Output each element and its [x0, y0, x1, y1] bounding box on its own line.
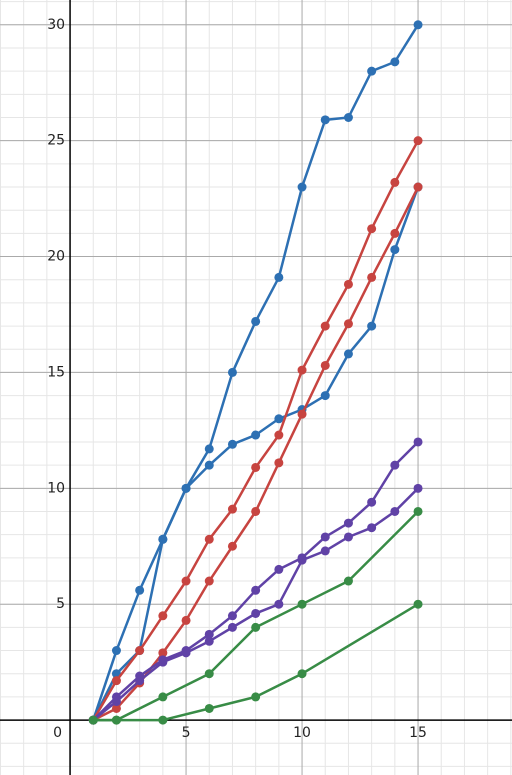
point [274, 564, 284, 574]
y-tick-label: 15 [47, 364, 65, 380]
point [297, 365, 307, 375]
x-tick-label: 15 [409, 725, 427, 741]
y-tick-label: 25 [47, 133, 65, 149]
point [297, 555, 307, 565]
point [343, 113, 353, 123]
point [204, 669, 214, 679]
point [390, 228, 400, 238]
y-tick-label: 20 [47, 249, 65, 265]
point [274, 599, 284, 609]
x-tick-label: 10 [293, 725, 311, 741]
point [320, 360, 330, 370]
point [413, 599, 423, 609]
point [320, 532, 330, 542]
point [204, 636, 214, 646]
point [297, 599, 307, 609]
point [297, 182, 307, 192]
point [158, 715, 168, 725]
point [88, 715, 98, 725]
point [390, 245, 400, 255]
point [227, 367, 237, 377]
point [343, 349, 353, 359]
point [158, 534, 168, 544]
point [367, 66, 377, 76]
point [343, 518, 353, 528]
point [251, 608, 261, 618]
point [158, 648, 168, 658]
point [158, 657, 168, 667]
point [367, 224, 377, 234]
point [320, 391, 330, 401]
x-tick-label: 0 [53, 725, 62, 741]
point [297, 409, 307, 419]
point [343, 319, 353, 329]
point [181, 483, 191, 493]
point [204, 576, 214, 586]
point [413, 136, 423, 146]
point [111, 646, 121, 656]
y-tick-label: 10 [47, 480, 65, 496]
point [413, 20, 423, 30]
point [135, 646, 145, 656]
point [158, 611, 168, 621]
y-tick-label: 30 [47, 17, 65, 33]
point [227, 611, 237, 621]
point [274, 430, 284, 440]
point [297, 669, 307, 679]
point [251, 692, 261, 702]
point [367, 272, 377, 282]
point [227, 439, 237, 449]
point [251, 462, 261, 472]
point [251, 506, 261, 516]
point [251, 316, 261, 326]
point [204, 534, 214, 544]
point [251, 430, 261, 440]
point [413, 182, 423, 192]
point [204, 629, 214, 639]
point [227, 504, 237, 514]
point [111, 676, 121, 686]
point [390, 506, 400, 516]
point [227, 622, 237, 632]
point [204, 460, 214, 470]
point [343, 532, 353, 542]
point [204, 444, 214, 454]
point [181, 576, 191, 586]
point [111, 703, 121, 713]
point [111, 715, 121, 725]
point [158, 692, 168, 702]
point [320, 321, 330, 331]
point [390, 460, 400, 470]
series-line [93, 510, 419, 722]
point [343, 279, 353, 289]
point [181, 648, 191, 658]
point [181, 615, 191, 625]
point [367, 497, 377, 507]
point [135, 676, 145, 686]
y-tick-label: 5 [56, 596, 65, 612]
point [274, 414, 284, 424]
x-tick-label: 5 [182, 725, 191, 741]
point [274, 272, 284, 282]
point [390, 177, 400, 187]
point [343, 576, 353, 586]
point [390, 57, 400, 67]
point [135, 585, 145, 595]
point [367, 321, 377, 331]
point [320, 115, 330, 125]
point [413, 506, 423, 516]
point [251, 622, 261, 632]
point [274, 458, 284, 468]
point [204, 703, 214, 713]
point [111, 697, 121, 707]
point [367, 523, 377, 533]
point [320, 546, 330, 556]
point [413, 437, 423, 447]
point [413, 483, 423, 493]
point [227, 541, 237, 551]
point [251, 585, 261, 595]
